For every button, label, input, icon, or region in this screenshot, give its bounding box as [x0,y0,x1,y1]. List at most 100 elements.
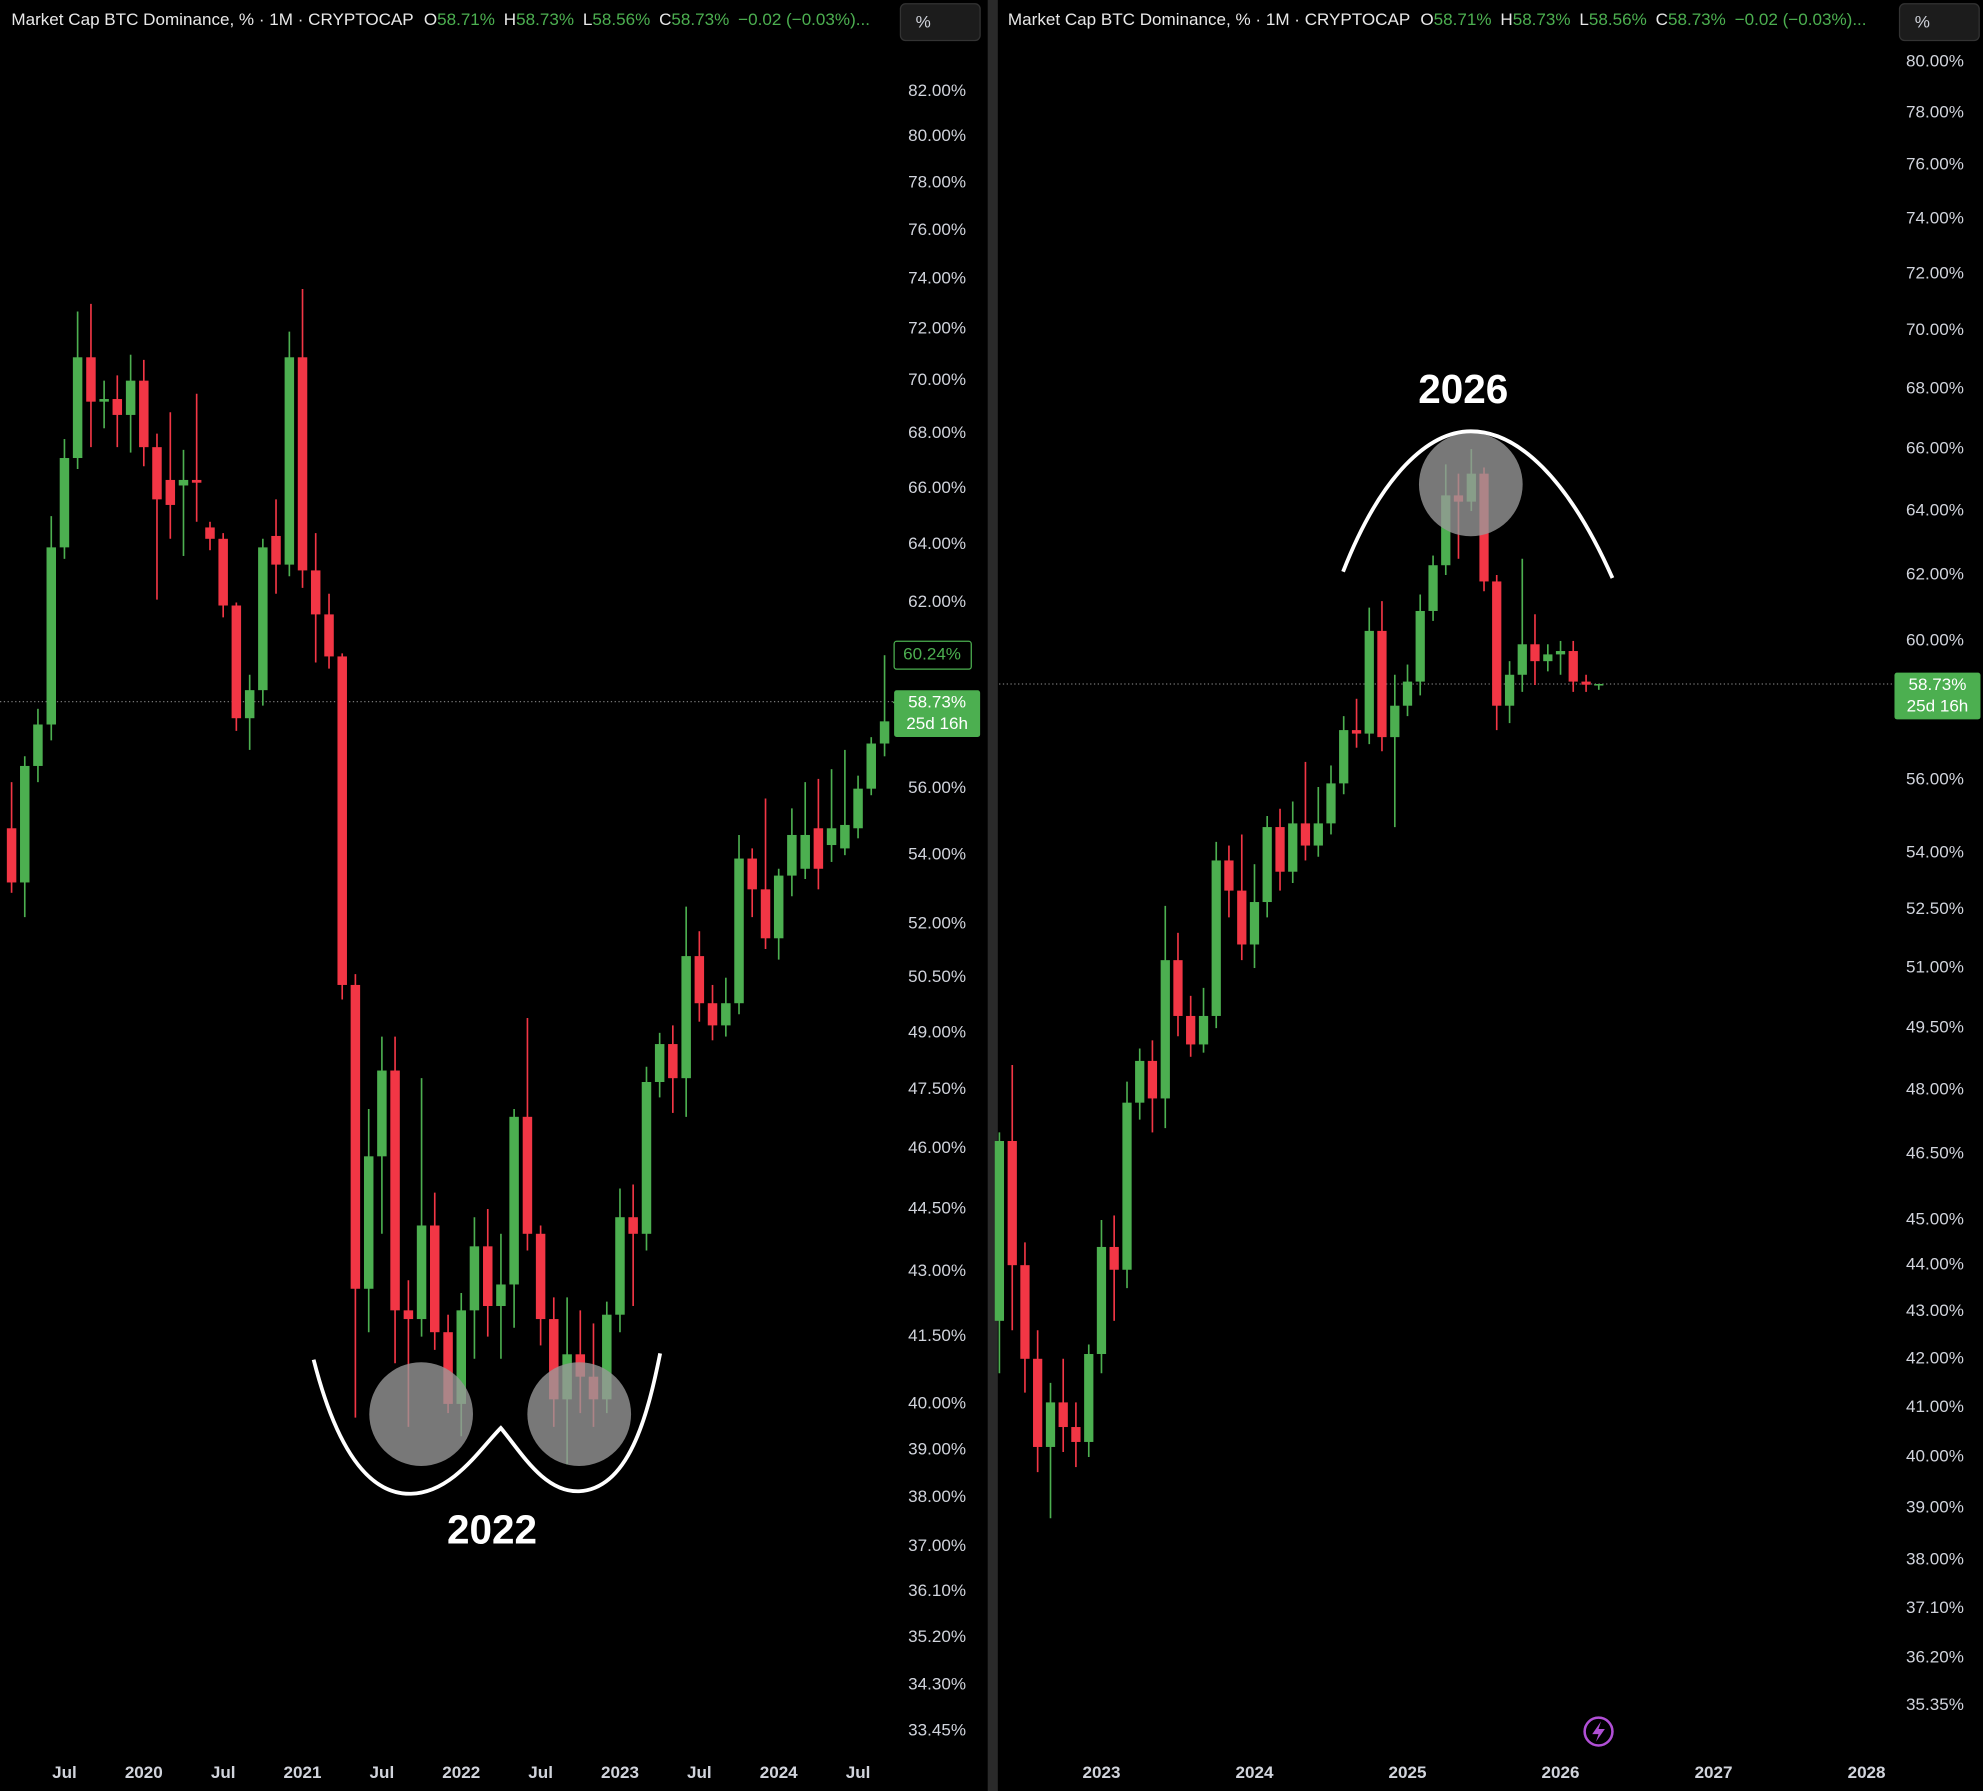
candle-body [1288,823,1298,872]
candle-body [1428,565,1438,611]
ohlc-key: L [583,10,592,29]
chart-panel: 80.00% 78.00% 76.00% 74.00% 72.00% 70.00% 68.0… [994,10,1981,1782]
y-tick-label: 36.20% [1906,1647,1964,1666]
change-label: −0.02 (−0.03%)... [1735,10,1867,29]
candle-body [377,1070,387,1157]
ohlc-value: 58.71% [1434,10,1492,29]
countdown-label: 25d 16h [1907,696,1969,715]
y-tick-label: 40.00% [1906,1447,1964,1466]
scale-button[interactable] [899,3,981,42]
candle-body [1504,674,1515,706]
y-tick-label: 45.00% [1906,1209,1964,1228]
price-label: 58.73% [908,692,966,711]
y-tick-label: 38.00% [908,1487,966,1506]
candle-body [1173,960,1183,1016]
candle-body [1007,1141,1017,1266]
y-tick-label: 39.00% [1906,1497,1964,1516]
candle-body [324,614,334,657]
candle-body [6,828,17,883]
y-tick-label: 52.00% [908,914,966,933]
candle-body [1198,1015,1209,1045]
price-label: 58.73% [1909,675,1967,694]
ohlc-key: L [1579,10,1588,29]
candle-body [1096,1246,1107,1355]
candle-body [522,1116,533,1234]
candle-body [271,535,281,565]
scale-button[interactable] [1898,3,1980,42]
ohlc-value: 58.71% [437,10,495,29]
x-tick-label: 2023 [1082,1763,1120,1782]
y-tick-label: 43.00% [908,1261,966,1280]
candle-body [1135,1060,1145,1103]
candle-body [1058,1402,1068,1428]
candle-body [1313,823,1323,846]
y-tick-label: 39.00% [908,1440,966,1459]
y-tick-label: 49.00% [908,1022,966,1041]
candle-body [1109,1246,1119,1270]
candle-body [1568,651,1578,682]
candle-body [1581,681,1591,685]
y-tick-label: 56.00% [1906,769,1964,788]
candle-body [1594,683,1604,686]
candle-body [1530,644,1540,662]
candle-body [853,788,863,829]
candle-body [310,570,321,615]
y-tick-label: 44.50% [908,1198,966,1217]
x-tick-label: 2020 [125,1763,163,1782]
candle-body [191,479,202,483]
ohlc-value: 58.73% [516,10,574,29]
candle-body [668,1044,678,1079]
annotation-label: 2026 [1418,366,1508,412]
candle-body [483,1246,493,1307]
x-tick-label: 2025 [1389,1763,1427,1782]
ohlc-key: O [1420,10,1433,29]
ohlc-key: H [1500,10,1512,29]
y-tick-label: 42.00% [1906,1348,1964,1367]
y-tick-label: 62.00% [1906,564,1964,583]
y-tick-label: 76.00% [1906,155,1964,174]
candle-body [456,1310,466,1404]
y-tick-label: 70.00% [1906,320,1964,339]
y-tick-label: 80.00% [1906,51,1964,70]
x-tick-label: Jul [211,1763,236,1782]
candle-body [1339,730,1349,784]
y-tick-label: 46.50% [1906,1143,1964,1162]
candle-body [125,380,136,415]
y-tick-label: 35.20% [908,1627,966,1646]
candle-body [615,1217,625,1315]
y-tick-label: 34.30% [908,1675,966,1694]
candle-body [760,889,771,939]
candle-body [20,765,30,883]
x-tick-label: 2028 [1848,1763,1886,1782]
x-tick-label: 2021 [284,1763,322,1782]
candle-body [178,479,189,486]
candle-body [826,828,837,846]
y-tick-label: 52.50% [1906,899,1964,918]
candle-body [734,858,744,1004]
y-tick-label: 33.45% [908,1720,966,1739]
candle-body [403,1310,414,1320]
highlight-circle [369,1362,473,1466]
candle-body [1020,1265,1030,1359]
candle-body [1186,1015,1196,1045]
y-tick-label: 82.00% [908,81,966,100]
y-tick-label: 72.00% [908,319,966,338]
candle-body [59,458,70,548]
ohlc-value: 58.73% [1668,10,1726,29]
y-tick-label: 68.00% [1906,379,1964,398]
annotations: 2022 2026 [311,366,1615,1747]
y-tick-label: 74.00% [1906,208,1964,227]
candle-body [1492,581,1502,706]
ohlc-value: 58.56% [592,10,650,29]
candle-body [535,1233,546,1320]
y-tick-label: 51.00% [1906,958,1964,977]
candle-body [694,956,705,1004]
alert-icon[interactable] [1583,1716,1614,1747]
y-tick-label: 37.00% [908,1536,966,1555]
candle-body [496,1284,506,1307]
candle-body [1160,960,1170,1099]
y-tick-label: 35.35% [1906,1695,1964,1714]
candle-body [297,357,308,571]
highlight-circle [1418,432,1523,537]
candle-body [1390,705,1400,738]
